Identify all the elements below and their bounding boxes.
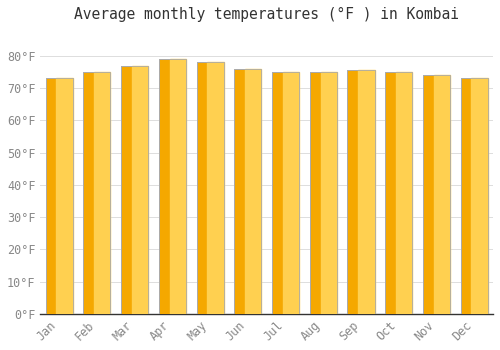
- Bar: [434, 75, 450, 314]
- Bar: [84, 72, 110, 314]
- Bar: [132, 65, 148, 314]
- Bar: [423, 75, 450, 314]
- Bar: [170, 59, 186, 314]
- Bar: [396, 72, 412, 314]
- Bar: [234, 69, 262, 314]
- Bar: [46, 78, 73, 314]
- Bar: [196, 62, 224, 314]
- Bar: [94, 72, 110, 314]
- Bar: [196, 62, 224, 314]
- Bar: [385, 72, 412, 314]
- Bar: [460, 78, 488, 314]
- Bar: [56, 78, 73, 314]
- Bar: [385, 72, 412, 314]
- Bar: [272, 72, 299, 314]
- Bar: [472, 78, 488, 314]
- Bar: [310, 72, 337, 314]
- Bar: [245, 69, 262, 314]
- Bar: [348, 70, 374, 314]
- Bar: [348, 70, 374, 314]
- Bar: [208, 62, 224, 314]
- Bar: [358, 70, 374, 314]
- Bar: [159, 59, 186, 314]
- Bar: [320, 72, 337, 314]
- Bar: [46, 78, 73, 314]
- Bar: [121, 65, 148, 314]
- Bar: [310, 72, 337, 314]
- Bar: [159, 59, 186, 314]
- Title: Average monthly temperatures (°F ) in Kombai: Average monthly temperatures (°F ) in Ko…: [74, 7, 459, 22]
- Bar: [272, 72, 299, 314]
- Bar: [460, 78, 488, 314]
- Bar: [84, 72, 110, 314]
- Bar: [283, 72, 299, 314]
- Bar: [121, 65, 148, 314]
- Bar: [234, 69, 262, 314]
- Bar: [423, 75, 450, 314]
